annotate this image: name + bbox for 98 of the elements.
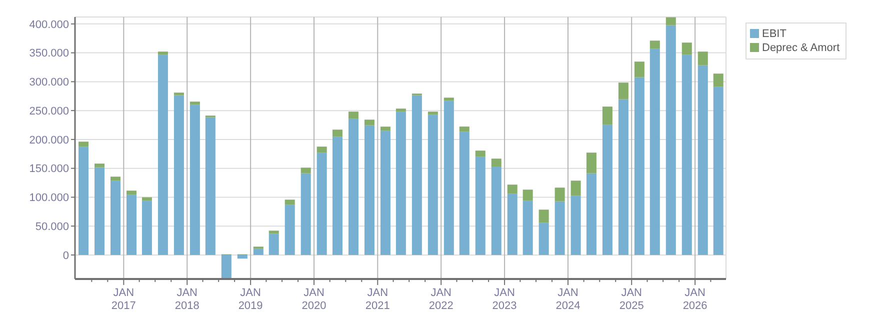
bar bbox=[126, 190, 136, 195]
y-tick-label: 350.000 bbox=[29, 48, 69, 60]
x-tick-label: JAN 2017 bbox=[111, 287, 136, 312]
bar bbox=[348, 112, 358, 119]
bar bbox=[507, 184, 518, 194]
bar bbox=[666, 17, 676, 26]
bar bbox=[586, 152, 596, 174]
bar bbox=[284, 204, 295, 255]
bar bbox=[698, 65, 708, 255]
legend-label: EBIT bbox=[762, 28, 787, 40]
bar bbox=[682, 42, 692, 55]
bar bbox=[174, 95, 184, 255]
bar bbox=[602, 124, 612, 255]
bar bbox=[190, 102, 200, 105]
bar bbox=[237, 254, 248, 259]
bar bbox=[174, 92, 184, 96]
x-tick-label: JAN 2022 bbox=[428, 287, 454, 312]
bar bbox=[634, 77, 644, 255]
x-tick-label: JAN 2020 bbox=[302, 287, 326, 312]
bar bbox=[586, 173, 596, 255]
bar bbox=[380, 126, 390, 131]
y-tick-label: 100.000 bbox=[29, 192, 69, 204]
bar bbox=[205, 117, 216, 255]
bar bbox=[284, 200, 295, 205]
y-tick-label: 50.000 bbox=[35, 220, 69, 233]
x-tick-label: JAN 2019 bbox=[238, 287, 263, 312]
bar bbox=[316, 146, 327, 153]
bar bbox=[300, 173, 311, 255]
bar bbox=[158, 54, 168, 255]
bar bbox=[221, 254, 232, 279]
bar bbox=[380, 130, 390, 255]
bar bbox=[94, 164, 105, 168]
bar bbox=[602, 106, 612, 125]
bar bbox=[554, 188, 565, 202]
bar bbox=[110, 176, 121, 181]
bar bbox=[475, 156, 486, 255]
y-tick-label: 150.000 bbox=[29, 163, 69, 176]
bar bbox=[682, 54, 692, 255]
y-tick-label: 0 bbox=[62, 250, 69, 262]
bar bbox=[459, 132, 470, 255]
bar bbox=[444, 100, 454, 255]
bar bbox=[666, 25, 676, 255]
bar bbox=[650, 40, 660, 49]
bar bbox=[94, 167, 105, 255]
bar bbox=[634, 62, 644, 78]
bar bbox=[475, 150, 486, 157]
y-tick-label: 250.000 bbox=[29, 105, 69, 118]
x-tick-label: JAN 2026 bbox=[682, 287, 708, 312]
bar bbox=[78, 146, 89, 255]
bar bbox=[444, 98, 454, 101]
bar bbox=[126, 194, 136, 255]
y-tick-label: 200.000 bbox=[29, 134, 69, 146]
legend-label: Deprec & Amort bbox=[762, 42, 840, 54]
bar bbox=[570, 180, 581, 196]
x-tick-label: JAN 2023 bbox=[492, 287, 517, 312]
bar bbox=[522, 200, 533, 255]
bar bbox=[364, 125, 374, 255]
bar bbox=[618, 99, 628, 255]
bar bbox=[268, 234, 279, 255]
bar bbox=[713, 74, 724, 87]
bar bbox=[507, 194, 518, 255]
bar bbox=[538, 210, 549, 223]
bar bbox=[364, 120, 374, 126]
bar bbox=[253, 248, 264, 255]
bar bbox=[428, 114, 438, 255]
bar bbox=[110, 180, 121, 255]
bar bbox=[300, 168, 311, 174]
bar bbox=[396, 108, 406, 112]
x-tick-label: JAN 2018 bbox=[174, 287, 200, 312]
bar bbox=[618, 82, 628, 100]
x-tick-label: JAN 2021 bbox=[365, 287, 390, 312]
bar bbox=[78, 142, 89, 147]
bar bbox=[428, 112, 438, 115]
bar bbox=[142, 200, 152, 255]
bar bbox=[268, 230, 279, 234]
bar bbox=[396, 112, 406, 255]
bar bbox=[522, 190, 533, 201]
bar bbox=[158, 52, 168, 55]
bar bbox=[459, 126, 470, 132]
bar bbox=[713, 86, 724, 255]
bar bbox=[650, 48, 660, 255]
bar bbox=[332, 130, 342, 137]
bar bbox=[332, 136, 342, 255]
bar bbox=[348, 118, 358, 255]
bar bbox=[412, 95, 422, 255]
x-tick-label: JAN 2024 bbox=[556, 287, 580, 312]
bar bbox=[142, 197, 152, 201]
bar bbox=[570, 196, 581, 255]
bar bbox=[554, 201, 565, 255]
y-tick-label: 400.000 bbox=[29, 18, 69, 31]
x-tick-label: JAN 2025 bbox=[619, 287, 644, 312]
bar bbox=[491, 158, 502, 167]
bar bbox=[491, 166, 502, 255]
bar bbox=[538, 222, 549, 255]
bar bbox=[698, 52, 708, 66]
y-tick-label: 300.000 bbox=[29, 76, 69, 89]
bar bbox=[316, 152, 327, 255]
bar bbox=[190, 104, 200, 255]
